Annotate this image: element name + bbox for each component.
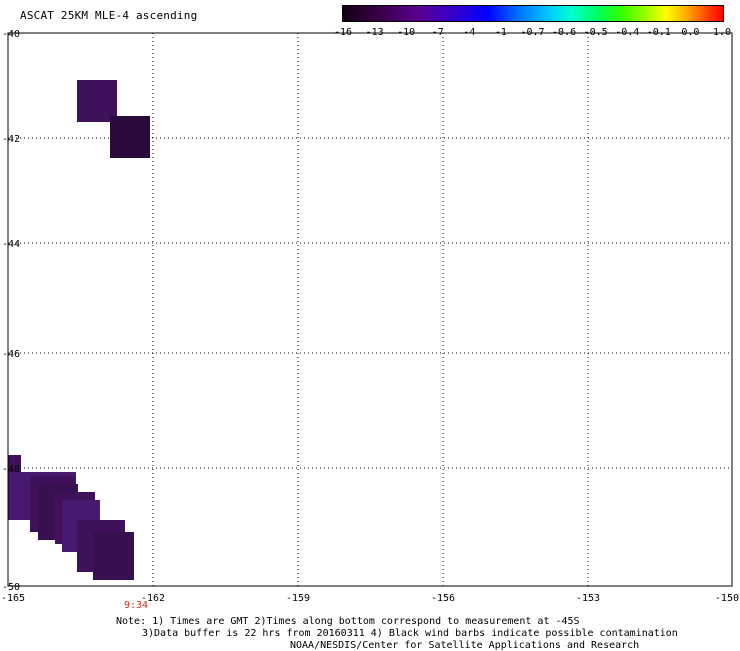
footnote-line-1: Note: 1) Times are GMT 2)Times along bot…: [116, 616, 580, 627]
axis-tick-label: -42: [2, 134, 20, 145]
axis-tick-label: -153: [576, 593, 600, 604]
axis-tick-label: -165: [1, 593, 25, 604]
footnote-line-3: NOAA/NESDIS/Center for Satellite Applica…: [290, 640, 640, 651]
time-label: 9:34: [124, 600, 149, 611]
swath-cell: [93, 532, 134, 580]
colorbar: [342, 5, 724, 22]
axis-tick-label: -40: [2, 29, 20, 40]
axis-tick-label: -44: [2, 239, 20, 250]
map-title: ASCAT 25KM MLE-4 ascending: [20, 9, 198, 22]
axis-tick-label: -156: [431, 593, 455, 604]
axis-tick-label: -162: [141, 593, 165, 604]
map-frame: [7, 32, 733, 587]
axis-tick-label: -159: [286, 593, 310, 604]
swath-cell: [110, 116, 150, 158]
axis-tick-label: -48: [2, 464, 20, 475]
swath-cell: [77, 80, 117, 122]
axis-tick-label: -150: [715, 593, 739, 604]
swath-cell: [8, 455, 21, 475]
axis-tick-label: -50: [2, 582, 20, 593]
ascat-swath: [8, 80, 150, 580]
axis-labels: -40 -42 -44 -46 -48 -50-165 -162 -159 -156 -153 -1…: [1, 29, 739, 604]
footnote-line-2: 3)Data buffer is 22 hrs from 20160311 4)…: [142, 628, 678, 639]
axis-tick-label: -46: [2, 349, 20, 360]
